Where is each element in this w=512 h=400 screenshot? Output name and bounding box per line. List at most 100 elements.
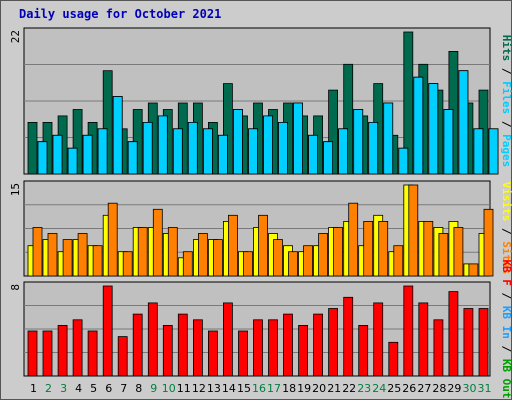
bar-kb-f bbox=[162, 324, 173, 377]
bar-pages bbox=[278, 122, 288, 175]
legend-separator: / bbox=[500, 114, 512, 134]
bar-hits bbox=[328, 89, 339, 175]
x-tick-label: 31 bbox=[478, 382, 492, 395]
bar-kb-f bbox=[27, 330, 38, 377]
bar-kb-f bbox=[72, 319, 83, 377]
x-tick-label: 23 bbox=[357, 382, 371, 395]
x-tick-label: 14 bbox=[222, 382, 236, 395]
bar-kb-f bbox=[463, 308, 474, 377]
x-tick-label: 16 bbox=[252, 382, 266, 395]
bar-pages bbox=[488, 128, 499, 175]
x-tick-label: 18 bbox=[282, 382, 296, 395]
chart-title: Daily usage for October 2021 bbox=[19, 7, 222, 21]
x-tick-label: 2 bbox=[45, 382, 52, 395]
y-max-label: 15 bbox=[9, 183, 22, 196]
bar-sites bbox=[483, 208, 494, 277]
bar-pages bbox=[353, 109, 364, 175]
bar-sites bbox=[273, 239, 283, 277]
bar-pages bbox=[37, 141, 48, 175]
x-tick-label: 26 bbox=[402, 382, 416, 395]
bar-kb-f bbox=[102, 285, 113, 377]
y-max-label: 22 bbox=[9, 30, 22, 43]
bar-sites bbox=[197, 233, 208, 277]
x-tick-label: 13 bbox=[207, 382, 221, 395]
bar-kb-f bbox=[328, 308, 339, 377]
bar-pages bbox=[172, 128, 183, 175]
bar-kb-f bbox=[283, 313, 293, 377]
legend-hits: Hits bbox=[500, 35, 512, 62]
bar-kb-f bbox=[268, 319, 278, 377]
bar-kb-f bbox=[222, 302, 233, 377]
x-tick-label: 17 bbox=[267, 382, 281, 395]
bar-pages bbox=[293, 102, 303, 175]
legend-separator: / bbox=[500, 61, 512, 81]
bar-kb-f bbox=[448, 291, 459, 377]
legend-visits-sites: Visits / Sites bbox=[500, 182, 512, 275]
bar-sites bbox=[62, 239, 73, 277]
bar-pages bbox=[458, 70, 469, 175]
legend-separator: / bbox=[500, 286, 512, 306]
bar-kb-f bbox=[57, 324, 68, 377]
x-tick-label: 22 bbox=[342, 382, 356, 395]
x-tick-label: 1 bbox=[30, 382, 37, 395]
bar-sites bbox=[438, 233, 449, 277]
bar-sites bbox=[212, 239, 223, 277]
bar-sites bbox=[408, 184, 419, 277]
bar-sites bbox=[243, 251, 253, 277]
y-max-label: 8 bbox=[9, 284, 22, 291]
x-tick-label: 9 bbox=[150, 382, 157, 395]
bar-kb-f bbox=[403, 285, 414, 377]
bar-sites bbox=[303, 245, 314, 277]
panel-visits-sites: 15 Visits / Sites bbox=[9, 180, 512, 277]
bar-kb-f bbox=[343, 296, 354, 377]
x-tick-label: 27 bbox=[417, 382, 431, 395]
bar-sites bbox=[47, 233, 58, 277]
bar-pages bbox=[248, 128, 258, 175]
bar-kb-f bbox=[478, 308, 489, 377]
bar-kb-f bbox=[418, 302, 429, 377]
x-tick-label: 8 bbox=[135, 382, 142, 395]
bar-pages bbox=[127, 141, 138, 175]
x-tick-label: 19 bbox=[297, 382, 311, 395]
x-tick-label: 29 bbox=[447, 382, 461, 395]
x-tick-label: 24 bbox=[372, 382, 386, 395]
bar-pages bbox=[263, 115, 273, 175]
bar-kb-f bbox=[373, 302, 384, 377]
x-tick-label: 30 bbox=[463, 382, 477, 395]
bar-kb-f bbox=[298, 324, 309, 377]
bar-hits bbox=[102, 70, 113, 175]
x-tick-label: 7 bbox=[120, 382, 127, 395]
bar-sites bbox=[182, 251, 193, 277]
bar-sites bbox=[333, 227, 344, 277]
bar-kb-f bbox=[433, 319, 444, 377]
legend-files: Files bbox=[500, 81, 512, 114]
x-tick-label: 4 bbox=[75, 382, 82, 395]
legend-visits: Visits bbox=[500, 182, 512, 222]
panel-hits-files-pages: 22 Hits / Files / Pages bbox=[9, 27, 512, 175]
bar-hits bbox=[403, 31, 414, 175]
bar-sites bbox=[318, 233, 329, 277]
bar-pages bbox=[368, 122, 379, 175]
bar-kb-f bbox=[87, 330, 98, 377]
bar-kb-f bbox=[207, 330, 218, 377]
x-tick-label: 21 bbox=[327, 382, 341, 395]
bar-kb-f bbox=[388, 341, 399, 377]
bar-sites bbox=[378, 220, 389, 277]
x-tick-label: 15 bbox=[237, 382, 251, 395]
legend-separator: / bbox=[500, 221, 512, 241]
bar-sites bbox=[258, 214, 268, 277]
bar-sites bbox=[348, 202, 359, 277]
bar-sites bbox=[288, 251, 298, 277]
x-tick-label: 6 bbox=[105, 382, 112, 395]
x-tick-label: 12 bbox=[192, 382, 206, 395]
bar-pages bbox=[383, 102, 394, 175]
bar-pages bbox=[443, 109, 454, 175]
legend-kb-f: KB F bbox=[500, 259, 512, 286]
bar-sites bbox=[423, 220, 434, 277]
legend-hits-files-pages: Hits / Files / Pages bbox=[500, 35, 512, 168]
bar-pages bbox=[67, 147, 78, 175]
legend-pages: Pages bbox=[500, 134, 512, 167]
panel-kbytes: 8 KB F / KB In / KB Out bbox=[9, 259, 512, 398]
legend-kbytes: KB F / KB In / KB Out bbox=[500, 259, 512, 398]
bar-pages bbox=[97, 128, 108, 175]
